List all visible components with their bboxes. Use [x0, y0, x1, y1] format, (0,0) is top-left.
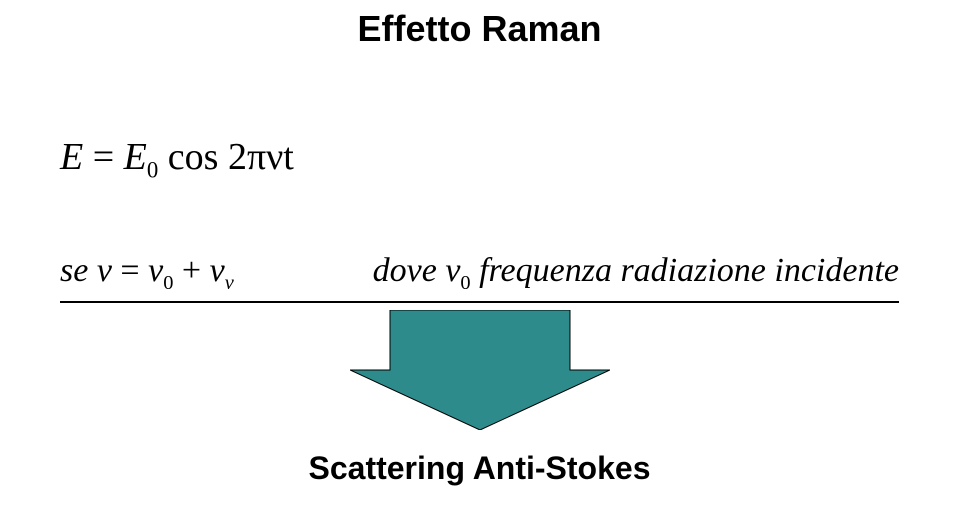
eq2-nu: ν	[97, 252, 112, 289]
eq2-plus: +	[173, 252, 209, 289]
eq2-nu0-sub: 0	[163, 272, 173, 294]
eq1-E0-sub: 0	[147, 158, 158, 183]
eq2-nuv-sub: v	[225, 272, 234, 294]
eq2-nuv: ν	[210, 252, 225, 289]
eq1-cos: cos	[158, 136, 228, 178]
equation-condition-row: se ν = ν0 + νv dove ν0 frequenza radiazi…	[60, 252, 899, 303]
equation-condition-right: dove ν0 frequenza radiazione incidente	[373, 252, 899, 295]
caption: Scattering Anti-Stokes	[0, 450, 959, 487]
eq1-E: E	[60, 136, 83, 178]
eq1-arg: 2πνt	[228, 136, 294, 178]
eq1-E0: E	[124, 136, 147, 178]
eq2-dove-nu0: ν	[445, 252, 460, 289]
equation-condition-left: se ν = ν0 + νv	[60, 252, 234, 295]
equation-field: E = E0 cos 2πνt	[60, 135, 294, 184]
eq2-dove-nu0-sub: 0	[460, 272, 470, 294]
slide: Effetto Raman E = E0 cos 2πνt se ν = ν0 …	[0, 0, 959, 531]
eq2-nu0: ν	[148, 252, 163, 289]
eq2-se: se	[60, 252, 97, 289]
eq2-eq: =	[112, 252, 148, 289]
down-arrow-icon	[350, 310, 610, 430]
eq2-dove-text: frequenza radiazione incidente	[471, 252, 899, 289]
slide-title: Effetto Raman	[0, 8, 959, 50]
eq1-eq: =	[83, 136, 123, 178]
arrow-container	[0, 310, 959, 430]
eq2-dove: dove	[373, 252, 446, 289]
